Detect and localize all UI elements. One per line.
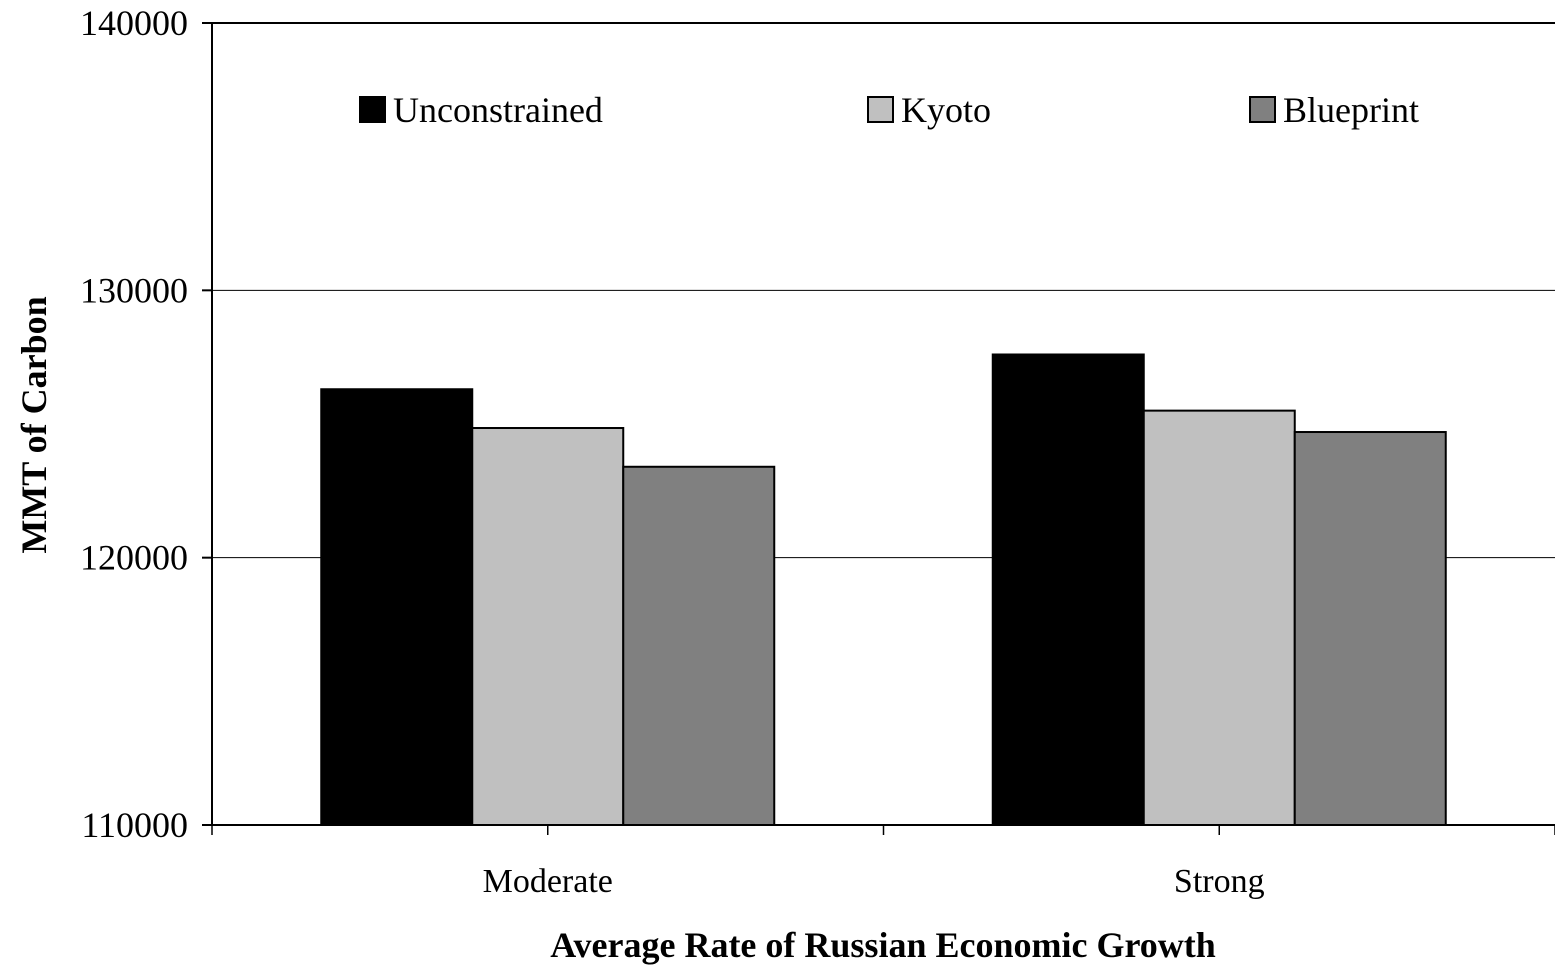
axes: [202, 22, 1555, 835]
x-category-label: Strong: [1174, 863, 1265, 900]
legend-swatch-blueprint: [1249, 96, 1276, 123]
y-tick-label: 140000: [80, 3, 188, 43]
x-category-label: Moderate: [483, 863, 613, 900]
legend-label-kyoto: Kyoto: [901, 90, 991, 130]
legend-swatch-unconstrained: [359, 96, 386, 123]
legend-swatch-kyoto: [867, 96, 894, 123]
bar-unconstrained-strong: [991, 353, 1145, 826]
bar-blueprint-strong: [1293, 431, 1447, 826]
x-category-labels: Moderate Strong: [483, 863, 1265, 900]
y-tick-labels: 110000 120000 130000 140000: [80, 3, 188, 845]
bars: [320, 353, 1447, 826]
y-tick-label: 110000: [81, 805, 188, 845]
legend-label-unconstrained: Unconstrained: [393, 90, 603, 130]
y-axis-title: MMT of Carbon: [14, 296, 54, 553]
y-tick-label: 130000: [80, 270, 188, 310]
legend: Unconstrained Kyoto Blueprint: [359, 90, 1419, 130]
legend-label-blueprint: Blueprint: [1283, 90, 1419, 130]
y-tick-label: 120000: [80, 538, 188, 578]
bar-kyoto-strong: [1142, 409, 1296, 826]
x-axis-title: Average Rate of Russian Economic Growth: [550, 925, 1216, 965]
bar-blueprint-moderate: [622, 465, 776, 826]
bar-kyoto-moderate: [471, 427, 625, 826]
bar-unconstrained-moderate: [320, 388, 474, 826]
